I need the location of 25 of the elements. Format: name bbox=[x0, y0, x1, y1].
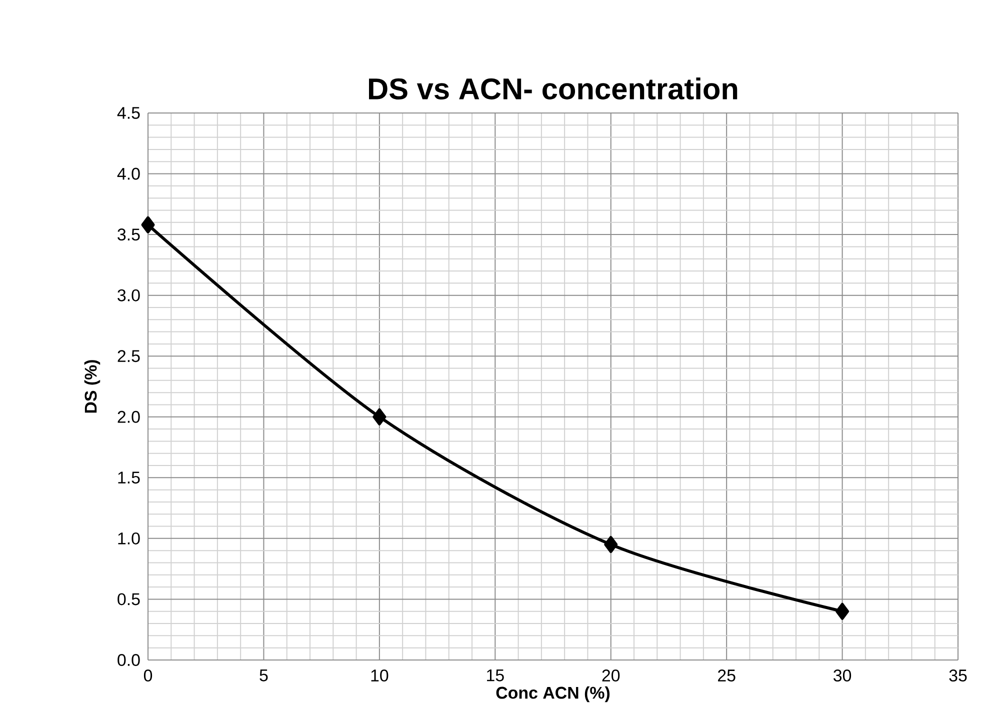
x-tick-label: 30 bbox=[834, 669, 852, 682]
y-tick-label: 0.0 bbox=[118, 654, 140, 666]
x-tick-label: 15 bbox=[487, 669, 504, 682]
y-tick-label: 2.5 bbox=[118, 350, 140, 362]
y-tick-label: 3.0 bbox=[118, 289, 140, 302]
y-tick-label: 1.5 bbox=[118, 472, 140, 484]
x-tick-label: 10 bbox=[371, 669, 388, 682]
y-axis-title: DS (%) bbox=[84, 360, 100, 412]
y-tick-label: 4.0 bbox=[117, 168, 140, 180]
y-tick-label: 1.0 bbox=[118, 532, 140, 544]
y-tick-label: 0.5 bbox=[118, 593, 140, 605]
point bbox=[372, 408, 386, 426]
x-tick-label: 0 bbox=[144, 669, 152, 682]
point bbox=[836, 602, 850, 620]
chart-title: DS vs ACN- concentration bbox=[369, 77, 738, 100]
y-tick-label: 2.0 bbox=[118, 410, 140, 423]
x-tick-label: 25 bbox=[718, 669, 736, 682]
y-tick-label: 4.5 bbox=[117, 106, 140, 119]
point bbox=[604, 536, 618, 553]
x-tick-label: 5 bbox=[260, 669, 268, 682]
x-axis-title: Conc ACN (%) bbox=[496, 686, 610, 702]
point bbox=[141, 216, 155, 234]
x-tick-label: 20 bbox=[602, 669, 620, 682]
y-tick-label: 3.5 bbox=[118, 228, 140, 240]
x-tick-label: 35 bbox=[949, 669, 967, 682]
